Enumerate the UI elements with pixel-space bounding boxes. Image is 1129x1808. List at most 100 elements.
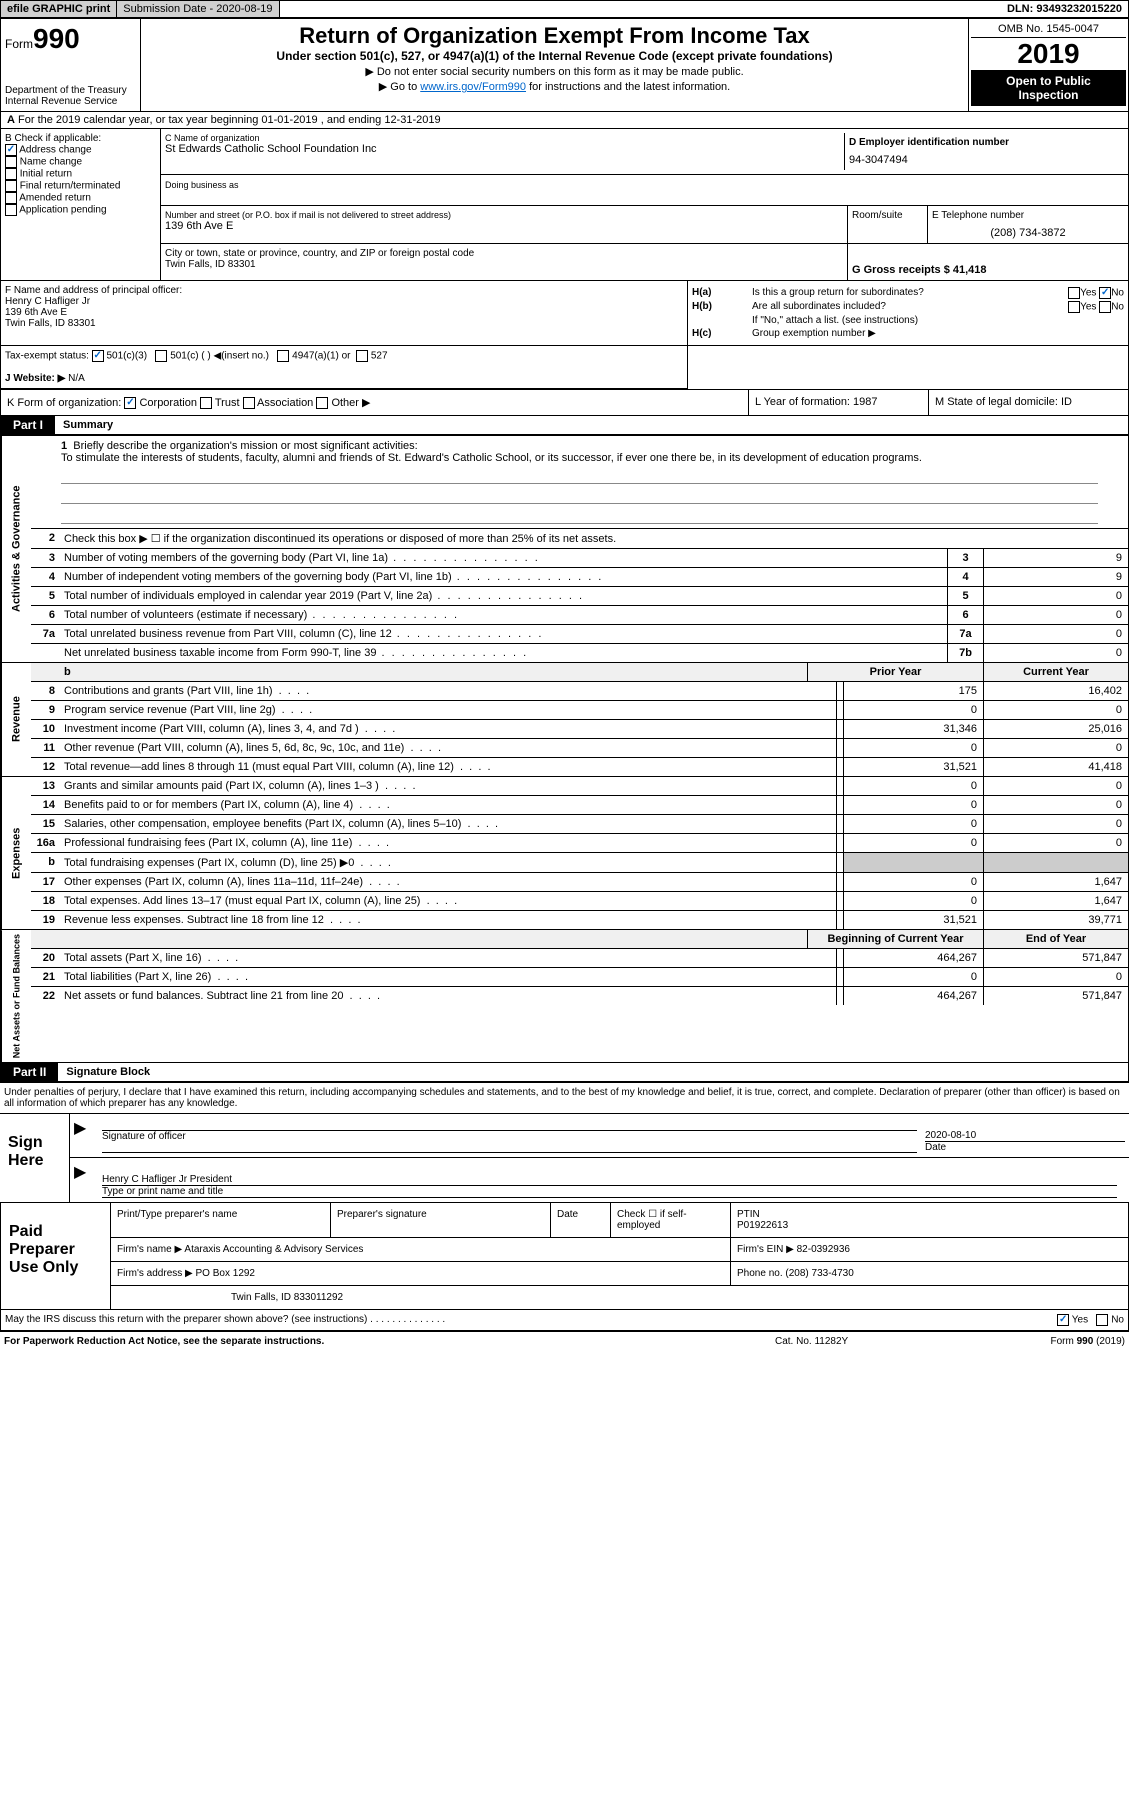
tax-year-range: For the 2019 calendar year, or tax year …: [18, 114, 441, 126]
discuss-question: May the IRS discuss this return with the…: [5, 1314, 1057, 1326]
header-left: Form990 Department of the Treasury Inter…: [1, 19, 141, 111]
cb-ha-no[interactable]: [1099, 287, 1111, 299]
line-num: 18: [31, 892, 61, 910]
opt-501c3: 501(c)(3): [106, 351, 147, 362]
cb-address-change[interactable]: [5, 144, 17, 156]
sig-name: Henry C Hafliger Jr President: [102, 1174, 1117, 1185]
line-num: 9: [31, 701, 61, 719]
line-num: b: [31, 853, 61, 872]
line-num: 3: [31, 549, 61, 567]
ein-value: 94-3047494: [849, 154, 1120, 166]
cb-hb-yes[interactable]: [1068, 301, 1080, 313]
cb-501c[interactable]: [155, 350, 167, 362]
officer-name: Henry C Hafliger Jr: [5, 296, 683, 307]
current-value: 25,016: [983, 720, 1128, 738]
line-num: 11: [31, 739, 61, 757]
form-org-label: K Form of organization:: [7, 397, 121, 409]
cb-4947[interactable]: [277, 350, 289, 362]
part2-header: Part II: [1, 1063, 58, 1081]
section-fh: F Name and address of principal officer:…: [0, 281, 1129, 346]
section-cd: C Name of organization St Edwards Cathol…: [161, 129, 1128, 280]
current-value: 0: [983, 796, 1128, 814]
cb-trust[interactable]: [200, 397, 212, 409]
firm-name: Ataraxis Accounting & Advisory Services: [184, 1244, 363, 1255]
current-value: 0: [983, 739, 1128, 757]
line-num: 10: [31, 720, 61, 738]
phone-label: E Telephone number: [932, 210, 1124, 221]
form-number: 990: [33, 23, 80, 54]
cb-corp[interactable]: [124, 397, 136, 409]
addr-label: Number and street (or P.O. box if mail i…: [165, 210, 843, 220]
line-num: 22: [31, 987, 61, 1005]
section-b: B Check if applicable: Address change Na…: [1, 129, 161, 280]
website-label: J Website: ▶: [5, 373, 65, 384]
cb-other[interactable]: [316, 397, 328, 409]
city-value: Twin Falls, ID 83301: [165, 259, 843, 270]
prior-value: 464,267: [843, 987, 983, 1005]
line-text: Number of independent voting members of …: [61, 568, 947, 586]
opt-assoc: Association: [257, 397, 313, 409]
firm-addr: PO Box 1292: [196, 1268, 255, 1279]
gov-section: Activities & Governance 1 Briefly descri…: [0, 436, 1129, 663]
opt-501c: 501(c) ( ) ◀(insert no.): [170, 351, 269, 362]
cb-527[interactable]: [356, 350, 368, 362]
sig-officer-label: Signature of officer: [102, 1130, 917, 1142]
ha-label: H(a): [692, 287, 752, 299]
current-value: [983, 853, 1128, 872]
q1-label: Briefly describe the organization's miss…: [73, 440, 417, 452]
cb-amended[interactable]: [5, 192, 17, 204]
cb-final-return[interactable]: [5, 180, 17, 192]
ein-label: D Employer identification number: [849, 137, 1120, 148]
addr-value: 139 6th Ave E: [165, 220, 843, 232]
line-num: 12: [31, 758, 61, 776]
cb-discuss-no[interactable]: [1096, 1314, 1108, 1326]
cb-pending[interactable]: [5, 204, 17, 216]
sig-date-label: Date: [925, 1141, 1125, 1153]
paperwork-notice: For Paperwork Reduction Act Notice, see …: [4, 1336, 775, 1347]
line-box: 5: [947, 587, 983, 605]
cb-hb-no[interactable]: [1099, 301, 1111, 313]
line-text: Salaries, other compensation, employee b…: [61, 815, 836, 833]
line-box: 7a: [947, 625, 983, 643]
arrow-icon: ▶: [74, 1118, 94, 1153]
cb-501c3[interactable]: [92, 350, 104, 362]
sig-type-label: Type or print name and title: [102, 1185, 1117, 1197]
expenses-section: Expenses 13Grants and similar amounts pa…: [0, 777, 1129, 930]
prior-value: 175: [843, 682, 983, 700]
line-text: Total number of individuals employed in …: [61, 587, 947, 605]
line-text: Total revenue—add lines 8 through 11 (mu…: [61, 758, 836, 776]
line-value: 0: [983, 606, 1128, 624]
side-governance: Activities & Governance: [1, 436, 31, 662]
end-year-header: End of Year: [983, 930, 1128, 948]
line-num: 5: [31, 587, 61, 605]
prep-name-label: Print/Type preparer's name: [111, 1203, 331, 1237]
section-h: H(a)Is this a group return for subordina…: [688, 281, 1128, 345]
opt-527: 527: [371, 351, 388, 362]
current-value: 0: [983, 834, 1128, 852]
line-text: Total assets (Part X, line 16) . . . .: [61, 949, 836, 967]
line-text: Grants and similar amounts paid (Part IX…: [61, 777, 836, 795]
cb-discuss-yes[interactable]: [1057, 1314, 1069, 1326]
line-text: Total unrelated business revenue from Pa…: [61, 625, 947, 643]
omb-number: OMB No. 1545-0047: [971, 21, 1126, 38]
line-num: 20: [31, 949, 61, 967]
submission-date: Submission Date - 2020-08-19: [117, 1, 279, 17]
sign-here-label: Sign Here: [0, 1114, 70, 1202]
line-box: 7b: [947, 644, 983, 662]
cb-assoc[interactable]: [243, 397, 255, 409]
cb-name-change[interactable]: [5, 156, 17, 168]
line-text: Number of voting members of the governin…: [61, 549, 947, 567]
firm-ein: 82-0392936: [797, 1244, 850, 1255]
firm-phone: (208) 733-4730: [785, 1268, 853, 1279]
officer-label: F Name and address of principal officer:: [5, 285, 683, 296]
top-bar: efile GRAPHIC print Submission Date - 20…: [0, 0, 1129, 19]
form-header: Form990 Department of the Treasury Inter…: [0, 19, 1129, 112]
hc-label: H(c): [692, 328, 752, 339]
cb-initial-return[interactable]: [5, 168, 17, 180]
inspection-label: Open to Public Inspection: [971, 70, 1126, 106]
irs-link[interactable]: www.irs.gov/Form990: [420, 81, 526, 93]
line-value: 0: [983, 587, 1128, 605]
part2-title: Signature Block: [58, 1066, 150, 1078]
cb-ha-yes[interactable]: [1068, 287, 1080, 299]
prior-value: 464,267: [843, 949, 983, 967]
